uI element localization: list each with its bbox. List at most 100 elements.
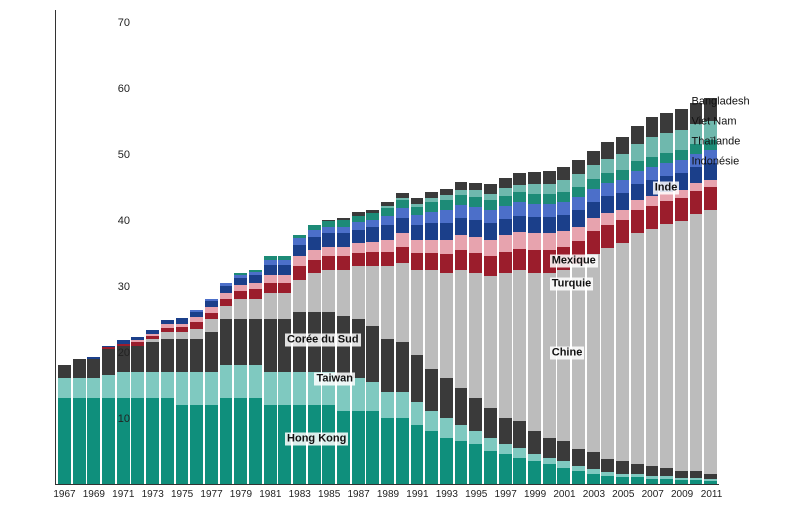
bar-segment-taiwan: [557, 461, 570, 468]
bar-segment-turquie: [293, 266, 306, 279]
x-tick-label: 1975: [171, 489, 193, 500]
bar-column: [396, 193, 409, 484]
bar-segment-inde: [337, 233, 350, 246]
bar-segment-chine: [308, 273, 321, 313]
bar-column: [440, 189, 453, 484]
bar-segment-turquie: [572, 241, 585, 264]
bar-column: [58, 365, 71, 484]
bar-segment-hongkong: [308, 405, 321, 484]
bar-segment-coreedusud: [543, 438, 556, 458]
bar-segment-hongkong: [631, 477, 644, 484]
bar-column: [631, 126, 644, 484]
bar-segment-vietnam: [528, 184, 541, 194]
bar-segment-coreedusud: [499, 418, 512, 444]
bar-segment-mexique: [660, 192, 673, 201]
x-tick-label: 1987: [347, 489, 369, 500]
bar-segment-taiwan: [543, 458, 556, 465]
bar-segment-indonesie: [646, 167, 659, 180]
bar-segment-taiwan: [425, 411, 438, 431]
bar-segment-chine: [352, 266, 365, 319]
bar-segment-indonesie: [690, 154, 703, 167]
bar-segment-inde: [352, 230, 365, 243]
bar-segment-bangladesh: [646, 117, 659, 137]
bar-segment-bangladesh: [484, 184, 497, 194]
bar-segment-chine: [675, 221, 688, 472]
bar-segment-inde: [601, 196, 614, 212]
bar-segment-mexique: [425, 240, 438, 253]
bar-segment-indonesie: [411, 215, 424, 225]
bar-segment-thailande: [352, 216, 365, 223]
x-tick-label: 1977: [200, 489, 222, 500]
bar-segment-coreedusud: [322, 312, 335, 371]
bar-segment-bangladesh: [616, 137, 629, 153]
plot-area: 1967196919711973197519771979198119831985…: [55, 10, 719, 485]
bar-segment-turquie: [308, 260, 321, 273]
y-tick-label: 30: [100, 281, 130, 293]
bar-segment-thailande: [425, 202, 438, 212]
bar-segment-coreedusud: [396, 342, 409, 391]
bar-segment-hongkong: [660, 479, 673, 484]
bar-segment-mexique: [293, 256, 306, 266]
bar-segment-thailande: [543, 194, 556, 204]
bar-segment-thailande: [660, 153, 673, 163]
bar-segment-thailande: [499, 196, 512, 206]
bar-segment-mexique: [572, 227, 585, 242]
bar-column: [322, 220, 335, 484]
bar-segment-hongkong: [440, 438, 453, 484]
bar-segment-turquie: [264, 283, 277, 293]
bar-segment-turquie: [484, 256, 497, 276]
bar-segment-hongkong: [528, 461, 541, 484]
bar-segment-bangladesh: [631, 126, 644, 144]
bar-column: [690, 103, 703, 484]
bar-segment-hongkong: [366, 411, 379, 484]
bar-segment-taiwan: [293, 372, 306, 405]
bar-segment-hongkong: [102, 398, 115, 484]
bar-segment-chine: [190, 329, 203, 339]
bar-segment-bangladesh: [543, 171, 556, 184]
x-tick-label: 1985: [318, 489, 340, 500]
bar-segment-chine: [411, 270, 424, 356]
bar-segment-bangladesh: [675, 109, 688, 130]
bar-segment-turquie: [499, 252, 512, 273]
bar-segment-mexique: [587, 218, 600, 231]
bar-segment-chine: [528, 273, 541, 431]
bar-segment-coreedusud: [690, 471, 703, 478]
bar-segment-hongkong: [322, 405, 335, 484]
bar-segment-bangladesh: [660, 113, 673, 133]
bar-segment-thailande: [528, 194, 541, 204]
x-tick-label: 2001: [553, 489, 575, 500]
bar-segment-coreedusud: [528, 431, 541, 454]
bar-segment-vietnam: [690, 124, 703, 144]
bar-segment-inde: [381, 225, 394, 240]
bar-segment-mexique: [704, 180, 717, 187]
bar-segment-thailande: [440, 200, 453, 210]
bar-column: [543, 171, 556, 484]
bar-segment-hongkong: [557, 468, 570, 484]
bar-column: [73, 359, 86, 484]
bar-segment-turquie: [190, 322, 203, 329]
bar-segment-coreedusud: [176, 339, 189, 372]
bar-column: [234, 273, 247, 484]
bar-segment-turquie: [396, 247, 409, 263]
x-tick-label: 1995: [465, 489, 487, 500]
bar-segment-coreedusud: [161, 339, 174, 372]
bar-segment-chine: [616, 243, 629, 461]
bar-segment-indonesie: [322, 227, 335, 234]
bar-segment-turquie: [469, 253, 482, 273]
bar-segment-vietnam: [484, 194, 497, 201]
bar-segment-vietnam: [587, 165, 600, 178]
bar-column: [455, 182, 468, 484]
bar-column: [161, 320, 174, 484]
bar-column: [675, 109, 688, 484]
bar-segment-hongkong: [87, 398, 100, 484]
bar-segment-taiwan: [234, 365, 247, 398]
bar-segment-bangladesh: [587, 151, 600, 166]
bar-segment-hongkong: [234, 398, 247, 484]
bar-segment-taiwan: [117, 372, 130, 398]
bar-segment-coreedusud: [73, 359, 86, 379]
bar-segment-coreedusud: [616, 461, 629, 474]
bar-segment-vietnam: [704, 121, 717, 141]
bar-column: [499, 178, 512, 484]
bar-segment-thailande: [601, 173, 614, 183]
bar-segment-hongkong: [117, 398, 130, 484]
